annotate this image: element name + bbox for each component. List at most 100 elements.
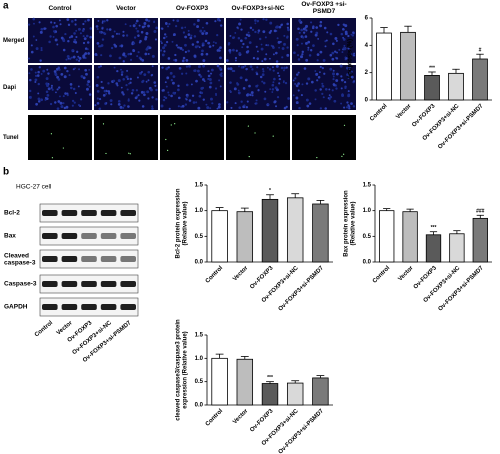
cell-dot	[283, 69, 285, 72]
cell-dot	[307, 40, 311, 44]
cell-dot	[196, 25, 200, 29]
cell-dot	[338, 48, 341, 51]
cell-dot	[234, 32, 237, 34]
blot-band	[100, 304, 117, 310]
cell-dot	[257, 31, 260, 34]
cell-dot	[191, 43, 195, 46]
cell-dot	[346, 73, 350, 77]
cell-dot	[110, 46, 114, 50]
cell-dot	[201, 78, 205, 81]
cell-dot	[134, 22, 137, 25]
cell-dot	[191, 94, 195, 97]
cell-dot	[315, 72, 319, 76]
cell-dot	[40, 49, 43, 52]
cell-dot	[258, 37, 262, 41]
cell-dot	[151, 105, 154, 108]
cell-dot	[101, 38, 105, 41]
cell-dot	[262, 70, 265, 73]
cell-dot	[65, 58, 68, 61]
cell-dot	[342, 106, 346, 109]
blot-band	[120, 210, 136, 216]
cell-dot	[237, 89, 240, 92]
cell-dot	[234, 56, 238, 60]
cell-dot	[179, 46, 183, 50]
cell-dot	[202, 98, 205, 101]
cell-dot	[286, 46, 289, 49]
blot-band	[120, 304, 136, 310]
cell-dot	[101, 21, 104, 24]
cell-dot	[28, 72, 31, 75]
cell-dot	[144, 52, 148, 56]
cell-dot	[165, 138, 167, 141]
cell-dot	[324, 45, 327, 48]
cell-dot	[205, 31, 209, 35]
cell-dot	[65, 105, 69, 109]
cell-dot	[100, 80, 103, 84]
cell-dot	[135, 19, 139, 23]
cell-dot	[118, 56, 122, 60]
blot-band	[100, 256, 117, 262]
cell-dot	[263, 97, 267, 101]
significance-mark: ***	[431, 225, 437, 231]
cell-dot	[105, 152, 107, 155]
cell-dot	[281, 47, 285, 50]
cell-dot	[310, 30, 313, 33]
cell-dot	[181, 72, 184, 75]
cell-dot	[120, 68, 122, 71]
row-label: Tunel	[3, 135, 19, 141]
cell-dot	[122, 60, 125, 63]
cell-dot	[49, 35, 52, 38]
cell-dot	[255, 45, 258, 48]
cell-dot	[275, 105, 278, 108]
cell-dot	[199, 29, 203, 33]
x-tick-label: Vector	[232, 265, 250, 283]
cell-dot	[340, 75, 343, 78]
cell-dot	[328, 96, 332, 99]
cell-dot	[283, 106, 287, 110]
cell-dot	[30, 44, 33, 47]
cell-dot	[137, 34, 140, 37]
cell-dot	[326, 31, 329, 34]
cell-dot	[82, 22, 85, 26]
cell-dot	[74, 92, 77, 95]
cell-dot	[145, 80, 148, 83]
cell-dot	[323, 26, 327, 30]
cell-line: HGC-27 cell	[16, 184, 52, 191]
cell-dot	[353, 54, 356, 57]
cell-dot	[259, 75, 263, 79]
blot-band	[81, 304, 97, 310]
cell-dot	[147, 24, 150, 28]
cell-dot	[112, 79, 116, 83]
cell-dot	[303, 67, 307, 70]
cell-dot	[312, 25, 315, 28]
cell-dot	[296, 54, 300, 57]
cell-dot	[161, 53, 165, 57]
cell-dot	[168, 22, 171, 26]
cell-dot	[332, 72, 335, 76]
cell-dot	[87, 18, 90, 22]
cell-dot	[321, 92, 324, 95]
cell-dot	[125, 34, 129, 37]
cell-dot	[133, 36, 137, 39]
cell-dot	[95, 25, 99, 28]
cell-dot	[64, 32, 67, 36]
cell-dot	[60, 105, 64, 109]
cell-dot	[86, 83, 89, 86]
cell-dot	[260, 43, 263, 46]
cell-dot	[135, 89, 139, 92]
x-tick-label: Ov-FOXP3+si-PSMD7	[278, 265, 326, 313]
cell-dot	[322, 58, 326, 62]
cell-dot	[160, 40, 162, 43]
y-tick-label: 1.5	[195, 333, 204, 339]
cell-dot	[275, 51, 278, 55]
significance-mark: ###	[476, 209, 485, 215]
cell-dot	[307, 48, 310, 51]
cell-dot	[209, 72, 213, 75]
cell-dot	[308, 54, 312, 57]
blot-band	[81, 233, 97, 239]
cell-dot	[69, 83, 73, 86]
cell-dot	[280, 23, 283, 27]
cell-dot	[341, 94, 345, 97]
cell-dot	[229, 81, 232, 84]
cell-dot	[244, 64, 247, 68]
